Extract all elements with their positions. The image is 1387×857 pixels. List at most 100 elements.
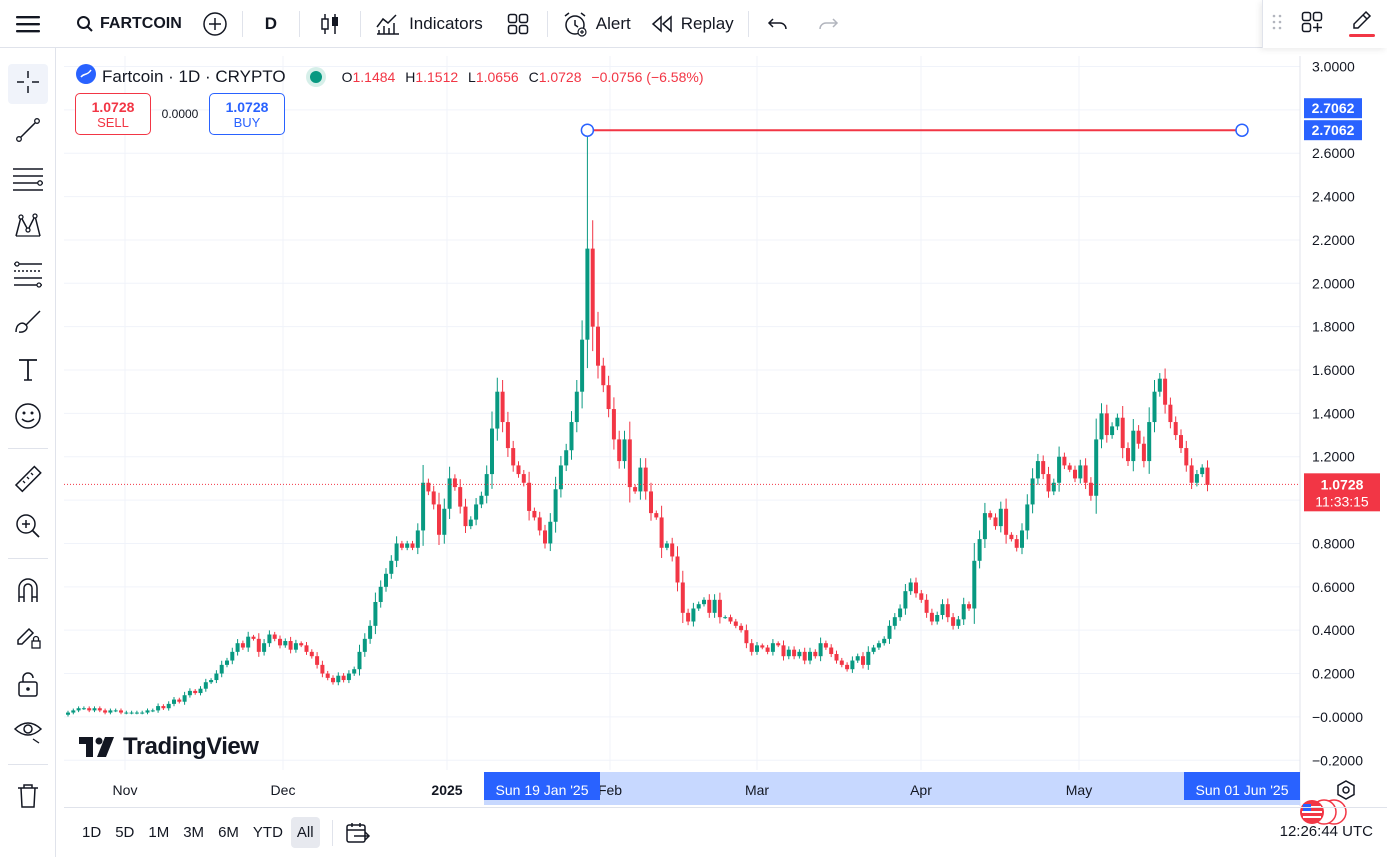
text-tool[interactable] xyxy=(8,352,48,392)
divider xyxy=(299,10,301,37)
drag-handle-icon[interactable] xyxy=(1271,13,1283,36)
price-tick-label: 3.0000 xyxy=(1312,59,1355,75)
candle-body xyxy=(680,582,685,613)
remove-drawings-tool[interactable] xyxy=(8,778,48,818)
price-tick-label: −0.0000 xyxy=(1312,709,1363,725)
replay-button[interactable]: Replay xyxy=(641,0,744,48)
chart-type-button[interactable] xyxy=(304,0,356,48)
candle-body xyxy=(1200,467,1205,475)
candle-body xyxy=(71,710,76,713)
undo-button[interactable] xyxy=(753,0,803,48)
candle-body xyxy=(776,643,781,646)
candle-body xyxy=(87,708,92,711)
candle-body xyxy=(463,506,468,527)
candle-body xyxy=(1189,465,1194,483)
chart-pane[interactable]: 3.00002.80002.60002.40002.20002.00001.80… xyxy=(64,56,1387,825)
candle-body xyxy=(855,656,860,661)
tradingview-logo[interactable]: TradingView xyxy=(79,733,259,761)
hide-drawings-tool[interactable] xyxy=(8,712,48,752)
candle-body xyxy=(304,645,309,652)
candle-body xyxy=(564,450,569,466)
candle-body xyxy=(516,465,521,475)
candle-body xyxy=(283,641,288,646)
time-tick-label: Mar xyxy=(745,782,769,798)
divider xyxy=(331,819,333,846)
zoom-in-tool[interactable] xyxy=(8,508,48,548)
candle-body xyxy=(405,543,410,548)
candle-body xyxy=(505,422,510,449)
candle-body xyxy=(1009,534,1014,540)
candle-body xyxy=(601,365,606,386)
time-range-highlight xyxy=(484,772,1300,805)
trend-line-tool[interactable] xyxy=(8,112,48,152)
buy-button[interactable]: 1.0728 BUY xyxy=(209,93,285,135)
market-status-dot[interactable] xyxy=(309,70,322,83)
lock-all-tool[interactable] xyxy=(8,666,48,706)
pattern-tool[interactable] xyxy=(8,208,48,248)
brush-tool[interactable] xyxy=(8,304,48,344)
gear-icon xyxy=(1337,780,1355,800)
horizontal-lines-tool[interactable] xyxy=(8,160,48,200)
crosshair-tool[interactable] xyxy=(8,64,48,104)
candle-body xyxy=(945,604,950,618)
candle-body xyxy=(293,643,298,650)
range-button-1d[interactable]: 1D xyxy=(82,824,102,841)
range-selector: 1D 5D 1M 3M 6M YTD All xyxy=(76,817,322,848)
price-chart[interactable]: 3.00002.80002.60002.40002.20002.00001.80… xyxy=(64,56,1387,806)
go-to-date-button[interactable] xyxy=(345,821,371,845)
measure-tool[interactable] xyxy=(8,462,48,502)
alert-button[interactable]: Alert xyxy=(552,0,641,48)
symbol-search-button[interactable]: FARTCOIN xyxy=(54,0,192,48)
candle-body xyxy=(972,560,977,609)
candle-body xyxy=(580,339,585,392)
undo-icon xyxy=(767,16,789,32)
utc-clock[interactable]: 12:26:44 UTC xyxy=(1279,823,1373,840)
range-button-6m[interactable]: 6M xyxy=(218,824,239,841)
interval-button[interactable]: D xyxy=(247,0,295,48)
candle-body xyxy=(527,482,532,511)
candle-body xyxy=(240,643,245,648)
candle-body xyxy=(664,543,669,548)
horizontal-ray-drawing xyxy=(580,123,1249,137)
fib-tool[interactable] xyxy=(8,256,48,296)
divider xyxy=(546,10,548,37)
templates-button[interactable] xyxy=(493,0,543,48)
pencil-icon[interactable] xyxy=(1349,7,1375,42)
candle-body xyxy=(903,591,908,609)
drawing-anchor-start xyxy=(580,123,595,137)
redo-button[interactable] xyxy=(803,0,853,48)
range-button-5d[interactable]: 5D xyxy=(115,824,135,841)
emoji-tool[interactable] xyxy=(8,398,48,438)
candle-body xyxy=(649,491,653,514)
symbol-title[interactable]: Fartcoin · 1D · CRYPTO xyxy=(102,66,286,86)
candle-body xyxy=(643,467,648,492)
candle-body xyxy=(876,643,881,648)
candle-body xyxy=(871,647,876,652)
candle-body xyxy=(829,647,834,655)
menu-button[interactable] xyxy=(0,0,54,48)
candle-body xyxy=(723,617,728,619)
range-button-all[interactable]: All xyxy=(290,817,320,848)
candle-body xyxy=(1131,430,1136,462)
low-label: L xyxy=(468,68,476,85)
magnet-tool[interactable] xyxy=(8,572,48,612)
layout-add-icon[interactable] xyxy=(1301,11,1323,38)
candle-body xyxy=(543,530,547,544)
unlock-icon xyxy=(15,670,41,703)
candle-body xyxy=(278,638,282,646)
candle-body xyxy=(696,604,701,609)
candle-body xyxy=(861,656,865,665)
compare-symbol-button[interactable] xyxy=(192,0,238,48)
trash-icon xyxy=(16,782,40,815)
candle-body xyxy=(781,645,786,657)
range-button-1m[interactable]: 1M xyxy=(148,824,170,841)
ruler-icon xyxy=(13,465,43,500)
candle-body xyxy=(882,638,887,644)
lock-drawing-tool[interactable] xyxy=(8,618,48,658)
range-button-3m[interactable]: 3M xyxy=(183,824,205,841)
range-button-ytd[interactable]: YTD xyxy=(252,824,283,841)
sell-button[interactable]: 1.0728 SELL xyxy=(75,93,151,135)
indicators-button[interactable]: Indicators xyxy=(365,0,493,48)
hline-price-label: 2.7062 xyxy=(1312,122,1355,138)
axis-settings-button[interactable] xyxy=(1335,779,1357,806)
